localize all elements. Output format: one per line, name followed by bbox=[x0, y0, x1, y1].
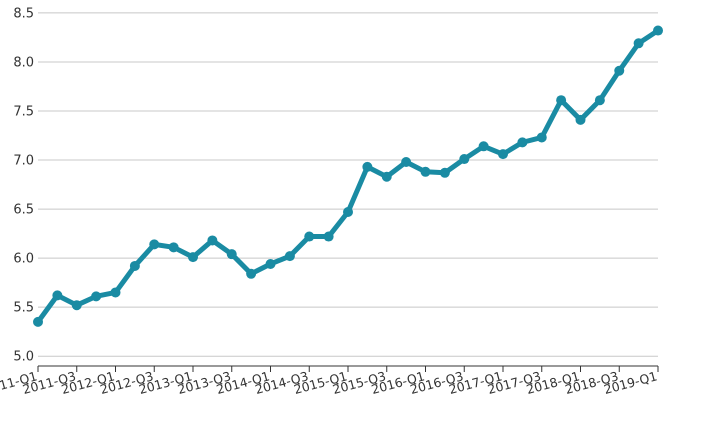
data-point bbox=[420, 166, 431, 177]
y-tick-label: 7.0 bbox=[13, 154, 34, 169]
data-point bbox=[498, 149, 508, 160]
data-point bbox=[401, 156, 412, 167]
data-point bbox=[653, 25, 663, 36]
data-point bbox=[633, 38, 644, 49]
data-points bbox=[33, 25, 663, 327]
data-point bbox=[129, 260, 140, 271]
data-point bbox=[226, 249, 237, 260]
data-point bbox=[265, 258, 276, 269]
data-point bbox=[556, 95, 567, 106]
y-tick-label: 8.0 bbox=[13, 55, 34, 70]
series-line bbox=[35, 28, 661, 325]
y-tick-label: 6.5 bbox=[13, 203, 34, 218]
data-point bbox=[323, 231, 334, 242]
data-point bbox=[246, 268, 257, 279]
data-point bbox=[33, 316, 43, 327]
data-point bbox=[594, 95, 605, 106]
y-tick-label: 5.5 bbox=[13, 301, 34, 316]
data-point bbox=[149, 239, 160, 250]
data-point bbox=[71, 300, 82, 311]
data-point bbox=[304, 231, 315, 242]
data-point bbox=[168, 242, 179, 253]
x-axis-ticks: 2011-Q12011-Q32012-Q12012-Q32013-Q12013-… bbox=[0, 366, 659, 397]
data-point bbox=[614, 65, 625, 76]
data-point bbox=[439, 167, 450, 178]
data-point bbox=[110, 287, 121, 298]
data-point bbox=[517, 137, 528, 148]
data-point bbox=[284, 251, 295, 262]
data-point bbox=[478, 141, 489, 152]
data-point bbox=[362, 161, 373, 172]
data-point bbox=[91, 291, 102, 302]
y-tick-label: 8.5 bbox=[13, 6, 34, 21]
y-tick-label: 5.0 bbox=[13, 350, 34, 365]
data-point bbox=[207, 235, 218, 246]
data-point bbox=[575, 114, 586, 125]
y-axis-ticks: 5.0 5.5 6.0 6.5 7.0 7.5 8.0 8.5 bbox=[13, 6, 34, 364]
grid-lines bbox=[38, 12, 658, 357]
data-point bbox=[343, 207, 353, 218]
data-point bbox=[52, 290, 63, 301]
data-point bbox=[459, 154, 470, 165]
data-point bbox=[536, 132, 547, 143]
y-tick-label: 7.5 bbox=[13, 104, 34, 119]
data-point bbox=[381, 171, 392, 182]
data-point bbox=[188, 252, 198, 263]
y-tick-label: 6.0 bbox=[13, 252, 34, 267]
